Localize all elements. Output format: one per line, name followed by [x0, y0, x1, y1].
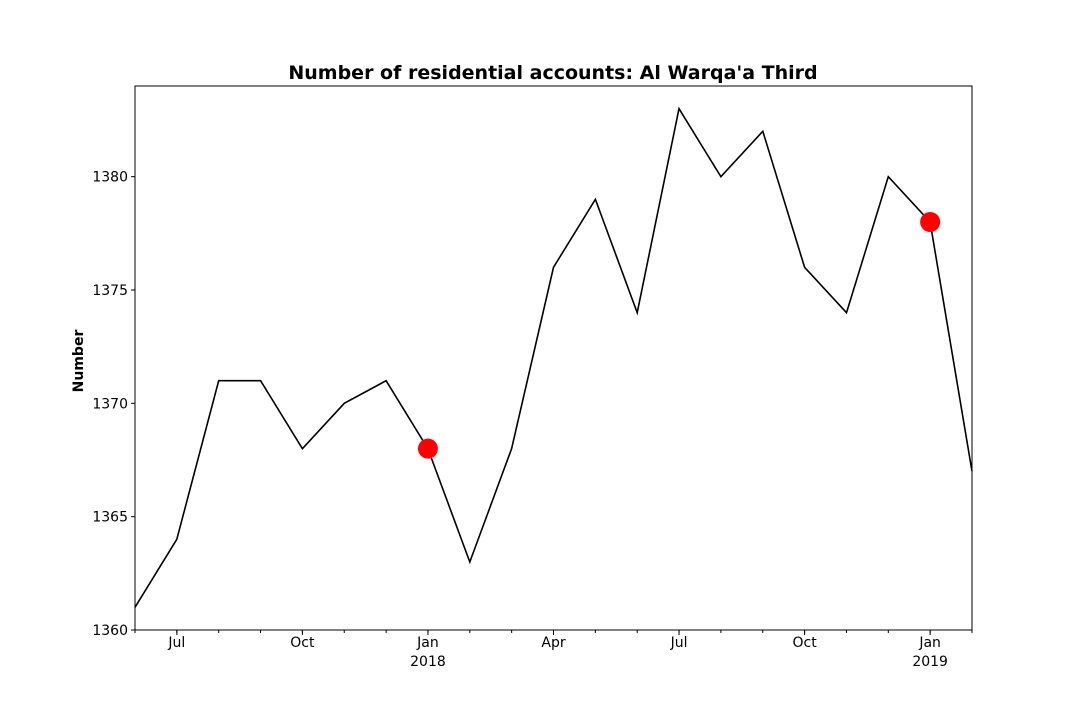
y-tick-label: 1380 — [92, 170, 128, 186]
x-tick-year-label: 2019 — [912, 654, 948, 670]
plot-frame — [134, 85, 973, 631]
y-tick-label: 1370 — [92, 396, 128, 412]
x-tick-label: Jul — [670, 635, 688, 651]
y-axis-label: Number — [71, 330, 87, 393]
axes: 1360 1365 1370 1375 1380 Jul Oct Jan 2018 Apr Jul O… — [92, 85, 973, 670]
x-tick-label: Jan — [918, 635, 941, 651]
highlight-marker — [417, 438, 438, 459]
highlight-markers — [417, 212, 941, 459]
series-line-group — [134, 106, 973, 608]
y-tick-label: 1375 — [92, 283, 128, 299]
x-tick-label: Oct — [792, 635, 817, 651]
highlight-marker — [920, 212, 941, 232]
chart-title: Number of residential accounts: Al Warqa… — [288, 62, 817, 84]
x-tick-label: Apr — [541, 635, 565, 651]
x-tick-label: Jan — [416, 635, 439, 651]
x-tick-label: Jul — [167, 635, 185, 651]
x-tick-year-label: 2018 — [410, 654, 446, 670]
y-tick-label: 1360 — [92, 623, 128, 639]
series-line — [134, 106, 973, 608]
x-tick-label: Oct — [290, 635, 315, 651]
y-tick-label: 1365 — [92, 510, 128, 526]
